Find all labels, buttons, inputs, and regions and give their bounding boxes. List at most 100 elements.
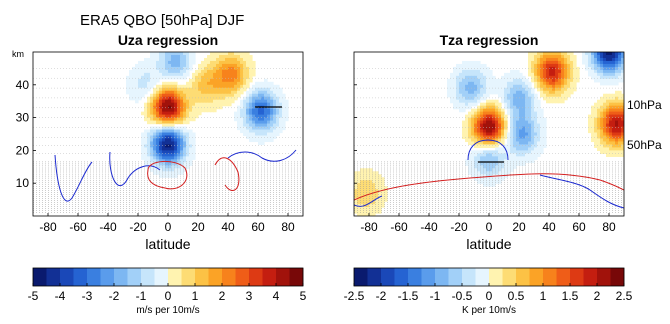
contour-neg-tza-sh	[354, 195, 383, 207]
colorbar-tza	[353, 267, 625, 287]
field-uza	[126, 52, 289, 178]
panel-title-tza: Tza regression	[440, 32, 539, 48]
colorbar-segment	[262, 268, 277, 286]
panel-title-uza: Uza regression	[118, 32, 218, 48]
colorbar-segment	[502, 268, 517, 286]
x-axis-label-uza: latitude	[145, 236, 190, 252]
colorbar-segment	[516, 268, 530, 286]
colorbar-tick-label: 0	[165, 289, 172, 303]
colorbar-tick-label: 0.5	[508, 289, 525, 303]
y-tick-label: 30	[16, 111, 30, 125]
x-tick-label: -40	[99, 220, 117, 234]
colorbar-tick-label: 1	[540, 289, 547, 303]
colorbar-tick-label: -1	[430, 289, 441, 303]
colorbar-segment	[529, 268, 544, 286]
colorbar-segment	[100, 268, 115, 286]
stipple-uza	[33, 68, 303, 213]
colorbar-segment	[222, 268, 236, 286]
colorbar-ticks-uza: -5 -4 -3 -2 -1 0 1 2 3 4 5	[28, 283, 307, 303]
colorbar-segment	[289, 268, 304, 286]
colorbar-segment	[381, 268, 395, 286]
contour-neg-tza-eq	[467, 139, 509, 161]
field-tza	[354, 52, 624, 216]
colorbar-tick-label: -2	[109, 289, 120, 303]
y-ticks-tza	[354, 84, 357, 184]
colorbar-tick-label: 1.5	[562, 289, 579, 303]
x-tick-label: -40	[420, 220, 438, 234]
colorbar-segment	[235, 268, 250, 286]
x-ticks-tza: -80 -60 -40 -20 0 20 40 60 80	[360, 213, 616, 234]
x-tick-label: -20	[450, 220, 468, 234]
colorbar-segment	[462, 268, 476, 286]
colorbar-segment	[489, 268, 503, 286]
colorbar-tick-label: -1.5	[398, 289, 419, 303]
x-tick-label: 20	[512, 220, 526, 234]
colorbar-segment	[168, 268, 182, 286]
colorbar-segment	[394, 268, 409, 286]
colorbar-segment	[408, 268, 422, 286]
colorbar-segment	[367, 268, 382, 286]
colorbar-segment	[448, 268, 463, 286]
y-ticks-uza: 10 20 30 40	[16, 78, 36, 190]
colorbar-tick-label: 2	[594, 289, 601, 303]
x-tick-label: -80	[360, 220, 378, 234]
x-tick-label: 40	[542, 220, 556, 234]
colorbar-segment	[114, 268, 128, 286]
colorbar-segment	[127, 268, 142, 286]
contour-pos-tza	[354, 173, 624, 201]
colorbar-tick-label: -3	[82, 289, 93, 303]
colorbar-segment	[249, 268, 263, 286]
colorbar-segment	[421, 268, 436, 286]
pressure-label-50hpa: 50hPa	[627, 138, 662, 152]
colorbar-label-tza: K per 10m/s	[462, 305, 516, 316]
contour-pos-nh	[214, 157, 240, 191]
x-tick-label: 60	[572, 220, 586, 234]
x-tick-label: 80	[281, 220, 295, 234]
x-tick-label: 40	[221, 220, 235, 234]
colorbar-segment	[556, 268, 571, 286]
colorbar-segment	[33, 268, 47, 286]
y-tick-label: 20	[16, 143, 30, 157]
colorbar-segment	[570, 268, 584, 286]
colorbar-tick-label: 5	[300, 289, 307, 303]
contour-neg-sh	[54, 154, 93, 202]
colorbar-segment	[354, 268, 368, 286]
km-label: km	[12, 49, 24, 59]
colorbar-tick-label: -2.5	[344, 289, 365, 303]
colorbar-segment	[46, 268, 61, 286]
contour-neg-tza-nh	[539, 174, 624, 209]
x-tick-label: -80	[39, 220, 57, 234]
figure-suptitle: ERA5 QBO [50hPa] DJF	[80, 12, 244, 29]
colorbar-segment	[543, 268, 557, 286]
colorbar-segment	[154, 268, 169, 286]
x-tick-label: 0	[165, 220, 172, 234]
colorbar-tick-label: -2	[376, 289, 387, 303]
x-tick-label: 60	[251, 220, 265, 234]
contour-neg-nh	[227, 149, 297, 162]
colorbar-segment	[475, 268, 490, 286]
stipple-tza	[354, 68, 624, 213]
colorbar-segment	[141, 268, 155, 286]
pressure-label-10hpa: 10hPa	[627, 98, 662, 112]
y-tick-label: 40	[16, 78, 30, 92]
x-tick-label: -60	[390, 220, 408, 234]
x-ticks-uza: -80 -60 -40 -20 0 20 40 60 80	[39, 213, 295, 234]
x-tick-label: -20	[129, 220, 147, 234]
colorbar-tick-label: -5	[28, 289, 39, 303]
x-axis-label-tza: latitude	[466, 236, 511, 252]
panel-uza: Uza regression -80 -60 -40 -20 0 20 40 60 80 102…	[16, 32, 307, 316]
colorbar-segment	[276, 268, 290, 286]
colorbar-tick-label: 1	[192, 289, 199, 303]
colorbar-segment	[610, 268, 625, 286]
colorbar-label-uza: m/s per 10m/s	[136, 305, 199, 316]
colorbar-tick-label: 3	[246, 289, 253, 303]
colorbar-uza	[32, 267, 304, 287]
colorbar-tick-label: 2.5	[616, 289, 633, 303]
colorbar-tick-label: -4	[55, 289, 66, 303]
x-tick-label: 20	[191, 220, 205, 234]
contour-pos-eq	[147, 161, 188, 190]
colorbar-tick-label: -0.5	[452, 289, 473, 303]
colorbar-tick-label: -1	[136, 289, 147, 303]
colorbar-segment	[73, 268, 88, 286]
